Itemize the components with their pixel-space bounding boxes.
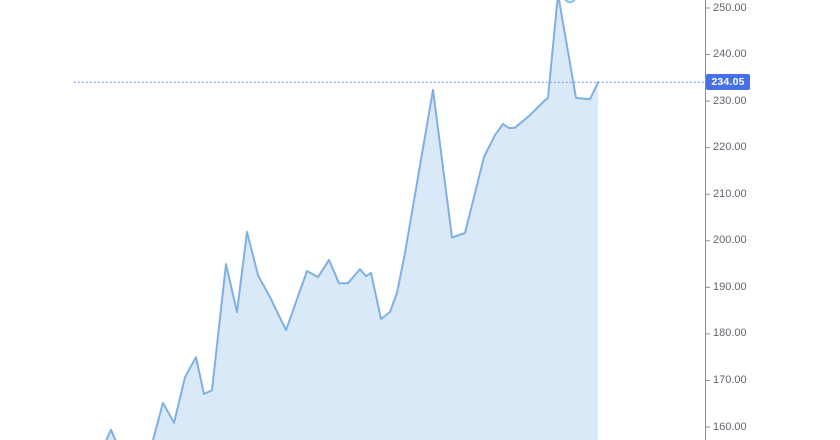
price-tick-label: 190.00 <box>713 280 747 293</box>
series-line <box>105 0 599 440</box>
price-tick-label: 210.00 <box>713 187 747 200</box>
peak-marker-icon <box>564 0 576 4</box>
price-tick-label: 230.00 <box>713 94 747 107</box>
price-tick-label: 240.00 <box>713 48 747 61</box>
price-scale[interactable]: 250.00 240.00 230.00 220.00 210.00 200.00 190.… <box>705 0 840 440</box>
price-tick-label: 250.00 <box>713 1 747 14</box>
price-tick-label: 180.00 <box>713 327 747 340</box>
series-area-fill <box>106 0 598 440</box>
last-price-value: 234.05 <box>711 76 745 89</box>
price-tick-label: 160.00 <box>713 420 747 433</box>
price-tick-label: 170.00 <box>713 374 747 386</box>
price-tick-label: 200.00 <box>713 234 747 247</box>
last-price-tag: 234.05 <box>706 74 750 91</box>
price-tick-label: 220.00 <box>713 141 747 154</box>
